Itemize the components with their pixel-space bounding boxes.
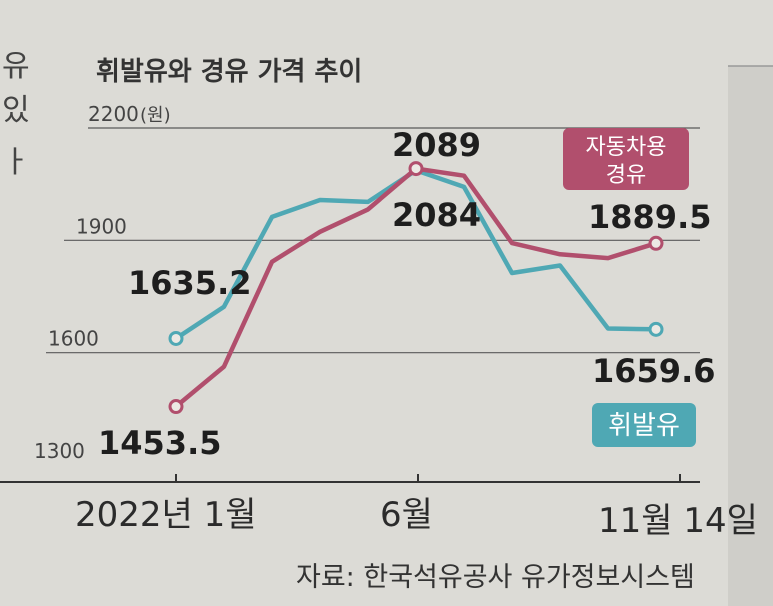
data-label: 1635.2	[128, 264, 251, 302]
y-tick-label: 1900	[76, 214, 127, 238]
data-label: 1659.6	[592, 352, 715, 390]
page-edge	[728, 66, 773, 606]
legend-label-diesel: 자동차용	[586, 135, 667, 160]
x-tick-label: 6월	[380, 495, 433, 535]
data-point-marker	[408, 161, 424, 177]
side-fragment-text: 유	[2, 49, 30, 84]
data-label: 2089	[392, 126, 481, 164]
y-unit-label: (원)	[140, 105, 171, 126]
data-label: 1453.5	[98, 424, 221, 462]
side-fragment-text: 있	[2, 93, 30, 128]
y-tick-label: 1600	[48, 327, 99, 351]
y-tick-label: 1300	[34, 439, 85, 463]
source-note: 자료: 한국석유공사 유가정보시스템	[296, 562, 695, 593]
x-tick-label: 2022년 1월	[75, 495, 257, 535]
side-fragment-text: ㅏ	[2, 145, 30, 180]
data-point-marker	[648, 235, 664, 251]
data-point-marker	[648, 321, 664, 337]
legend-badge-gasoline	[592, 403, 696, 447]
data-label: 2084	[392, 196, 481, 234]
data-point-marker	[168, 399, 184, 415]
x-tick-label: 11월 14일	[598, 501, 758, 541]
legend-label-gasoline: 휘발유	[608, 411, 680, 441]
chart-title: 휘발유와 경유 가격 추이	[96, 57, 362, 87]
y-tick-label: 2200	[88, 102, 139, 126]
legend-label-diesel: 경유	[606, 163, 646, 188]
legend-badge-diesel	[563, 128, 689, 190]
data-label: 1889.5	[588, 198, 711, 236]
data-point-marker	[168, 330, 184, 346]
